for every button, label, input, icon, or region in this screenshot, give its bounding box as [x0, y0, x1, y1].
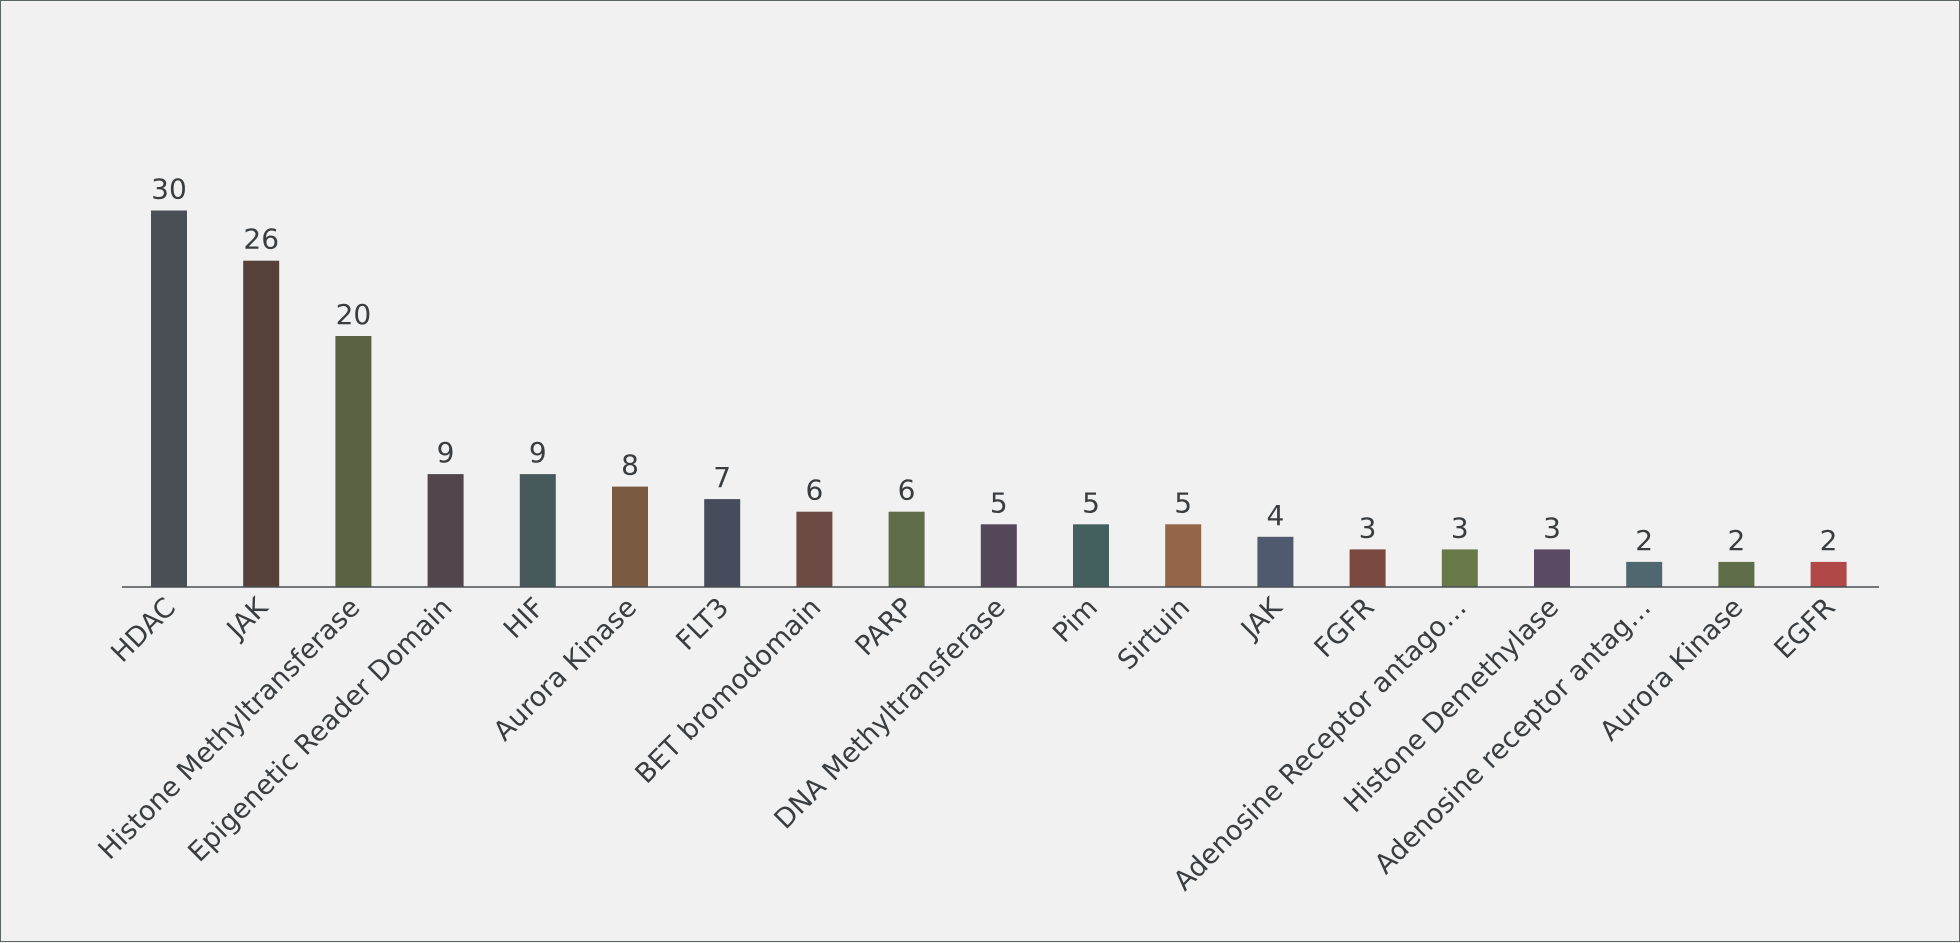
- value-label-11: 5: [1174, 486, 1192, 519]
- value-label-13: 3: [1359, 511, 1377, 544]
- bar-7: [796, 511, 833, 587]
- category-label-0: HDAC: [105, 592, 182, 669]
- bar-6: [704, 499, 741, 587]
- category-label-10: Pim: [1047, 592, 1104, 649]
- bar-11: [1165, 524, 1202, 588]
- bar-9: [980, 524, 1017, 588]
- value-label-16: 2: [1635, 524, 1653, 557]
- value-label-2: 20: [336, 298, 372, 331]
- bar-2: [335, 336, 372, 587]
- bar-16: [1626, 561, 1663, 587]
- category-label-13: FGFR: [1309, 592, 1381, 664]
- value-labels-layer: 30 26 20 9 9 8 7 6 6 5 5 5 4 3 3 3 2 2 2: [151, 173, 1837, 557]
- value-label-9: 5: [990, 486, 1008, 519]
- value-label-14: 3: [1451, 511, 1469, 544]
- bar-4: [519, 474, 556, 588]
- category-label-7: BET bromodomain: [630, 592, 828, 790]
- category-label-18: EGFR: [1769, 592, 1842, 665]
- bar-15: [1534, 549, 1570, 588]
- bar-1: [243, 260, 280, 587]
- category-label-8: PARP: [849, 592, 919, 662]
- value-label-0: 30: [151, 173, 187, 206]
- category-label-4: HIF: [498, 592, 551, 645]
- value-label-8: 6: [898, 474, 916, 507]
- category-label-11: Sirtuin: [1112, 592, 1196, 676]
- bar-0: [151, 210, 187, 587]
- bar-18: [1810, 561, 1847, 587]
- category-label-1: JAK: [220, 591, 275, 646]
- bar-13: [1349, 549, 1386, 588]
- category-label-12: JAK: [1234, 591, 1289, 646]
- bar-14: [1441, 549, 1478, 588]
- bar-3: [427, 474, 464, 588]
- bar-17: [1718, 561, 1755, 587]
- value-label-18: 2: [1820, 524, 1838, 557]
- value-label-5: 8: [621, 449, 639, 482]
- bar-5: [612, 486, 648, 587]
- value-label-1: 26: [243, 223, 279, 256]
- category-label-6: FLT3: [670, 592, 735, 657]
- value-label-3: 9: [437, 436, 455, 469]
- value-label-6: 7: [713, 461, 731, 494]
- bar-12: [1257, 536, 1294, 587]
- bar-8: [888, 511, 925, 587]
- bars-layer: [151, 210, 1847, 588]
- value-label-7: 6: [805, 474, 823, 507]
- value-label-4: 9: [529, 436, 547, 469]
- value-label-15: 3: [1543, 511, 1561, 544]
- value-label-17: 2: [1727, 524, 1745, 557]
- value-label-12: 4: [1266, 499, 1284, 532]
- bar-10: [1073, 524, 1109, 588]
- value-label-10: 5: [1082, 486, 1100, 519]
